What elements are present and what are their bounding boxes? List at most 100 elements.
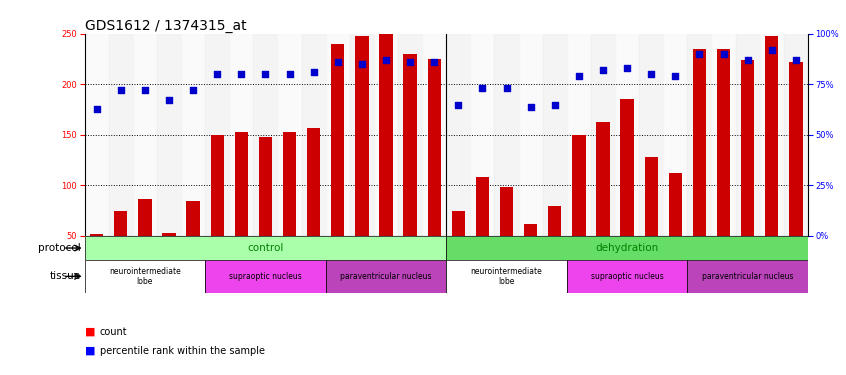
Text: neurointermediate
lobe: neurointermediate lobe bbox=[470, 267, 542, 286]
Text: percentile rank within the sample: percentile rank within the sample bbox=[100, 346, 265, 355]
Bar bbox=[639, 34, 663, 236]
Bar bbox=[422, 34, 447, 236]
Bar bbox=[133, 34, 157, 236]
Bar bbox=[645, 157, 658, 236]
Text: protocol: protocol bbox=[37, 243, 80, 253]
Point bbox=[548, 102, 562, 108]
Bar bbox=[620, 99, 634, 236]
Bar bbox=[615, 34, 640, 236]
Bar bbox=[693, 49, 706, 236]
Point bbox=[572, 73, 585, 79]
Bar bbox=[374, 34, 398, 236]
Point bbox=[90, 105, 103, 111]
Bar bbox=[277, 34, 301, 236]
Bar bbox=[259, 137, 272, 236]
Point bbox=[283, 71, 296, 77]
Text: tissue: tissue bbox=[49, 272, 80, 281]
Bar bbox=[90, 234, 103, 236]
Point bbox=[765, 47, 778, 53]
Bar bbox=[331, 44, 344, 236]
Bar bbox=[475, 177, 489, 236]
Text: dehydration: dehydration bbox=[596, 243, 659, 253]
Text: GDS1612 / 1374315_at: GDS1612 / 1374315_at bbox=[85, 19, 246, 33]
Text: control: control bbox=[247, 243, 283, 253]
Bar bbox=[85, 34, 108, 236]
Bar bbox=[427, 59, 441, 236]
Bar bbox=[307, 128, 321, 236]
Bar bbox=[741, 60, 755, 236]
Bar bbox=[447, 34, 470, 236]
Bar bbox=[205, 34, 229, 236]
Point bbox=[211, 71, 224, 77]
Bar bbox=[687, 34, 711, 236]
Text: ■: ■ bbox=[85, 327, 95, 337]
Point bbox=[645, 71, 658, 77]
Point bbox=[452, 102, 465, 108]
Point bbox=[331, 59, 344, 65]
Bar bbox=[765, 36, 778, 236]
Bar bbox=[596, 122, 610, 236]
Bar bbox=[108, 34, 133, 236]
Bar bbox=[326, 34, 349, 236]
Bar bbox=[447, 260, 567, 292]
Point bbox=[668, 73, 682, 79]
Bar bbox=[379, 34, 393, 236]
Point bbox=[138, 87, 151, 93]
Bar bbox=[349, 34, 374, 236]
Bar bbox=[717, 49, 730, 236]
Bar bbox=[283, 132, 296, 236]
Bar bbox=[253, 34, 277, 236]
Text: paraventricular nucleus: paraventricular nucleus bbox=[702, 272, 794, 281]
Bar bbox=[326, 260, 447, 292]
Point bbox=[307, 69, 321, 75]
Point bbox=[427, 59, 441, 65]
Point bbox=[717, 51, 730, 57]
Bar bbox=[205, 260, 326, 292]
Bar bbox=[181, 34, 205, 236]
Point bbox=[596, 67, 610, 73]
Point bbox=[475, 86, 489, 92]
Point bbox=[114, 87, 128, 93]
Bar bbox=[760, 34, 783, 236]
Bar bbox=[234, 132, 248, 236]
Bar bbox=[186, 201, 200, 236]
Bar bbox=[301, 34, 326, 236]
Text: ■: ■ bbox=[85, 346, 95, 355]
Point bbox=[404, 59, 417, 65]
Bar bbox=[447, 236, 808, 260]
Bar bbox=[591, 34, 615, 236]
Bar bbox=[668, 173, 682, 236]
Bar bbox=[783, 34, 808, 236]
Bar bbox=[470, 34, 494, 236]
Text: neurointermediate
lobe: neurointermediate lobe bbox=[109, 267, 181, 286]
Bar bbox=[663, 34, 687, 236]
Bar bbox=[85, 236, 447, 260]
Text: paraventricular nucleus: paraventricular nucleus bbox=[340, 272, 431, 281]
Bar bbox=[229, 34, 253, 236]
Bar bbox=[162, 233, 176, 236]
Point bbox=[741, 57, 755, 63]
Bar bbox=[211, 135, 224, 236]
Text: supraoptic nucleus: supraoptic nucleus bbox=[229, 272, 302, 281]
Point bbox=[259, 71, 272, 77]
Point bbox=[162, 98, 176, 104]
Point bbox=[186, 87, 200, 93]
Bar bbox=[567, 260, 687, 292]
Bar bbox=[524, 224, 537, 236]
Bar bbox=[85, 260, 205, 292]
Bar bbox=[404, 54, 417, 236]
Bar bbox=[548, 206, 562, 236]
Bar bbox=[789, 62, 803, 236]
Bar bbox=[543, 34, 567, 236]
Text: count: count bbox=[100, 327, 128, 337]
Point bbox=[355, 61, 369, 67]
Bar bbox=[567, 34, 591, 236]
Point bbox=[379, 57, 393, 63]
Bar bbox=[452, 211, 465, 236]
Point bbox=[500, 86, 514, 92]
Bar bbox=[138, 198, 151, 236]
Point bbox=[234, 71, 248, 77]
Bar bbox=[519, 34, 542, 236]
Point bbox=[789, 57, 803, 63]
Bar bbox=[735, 34, 760, 236]
